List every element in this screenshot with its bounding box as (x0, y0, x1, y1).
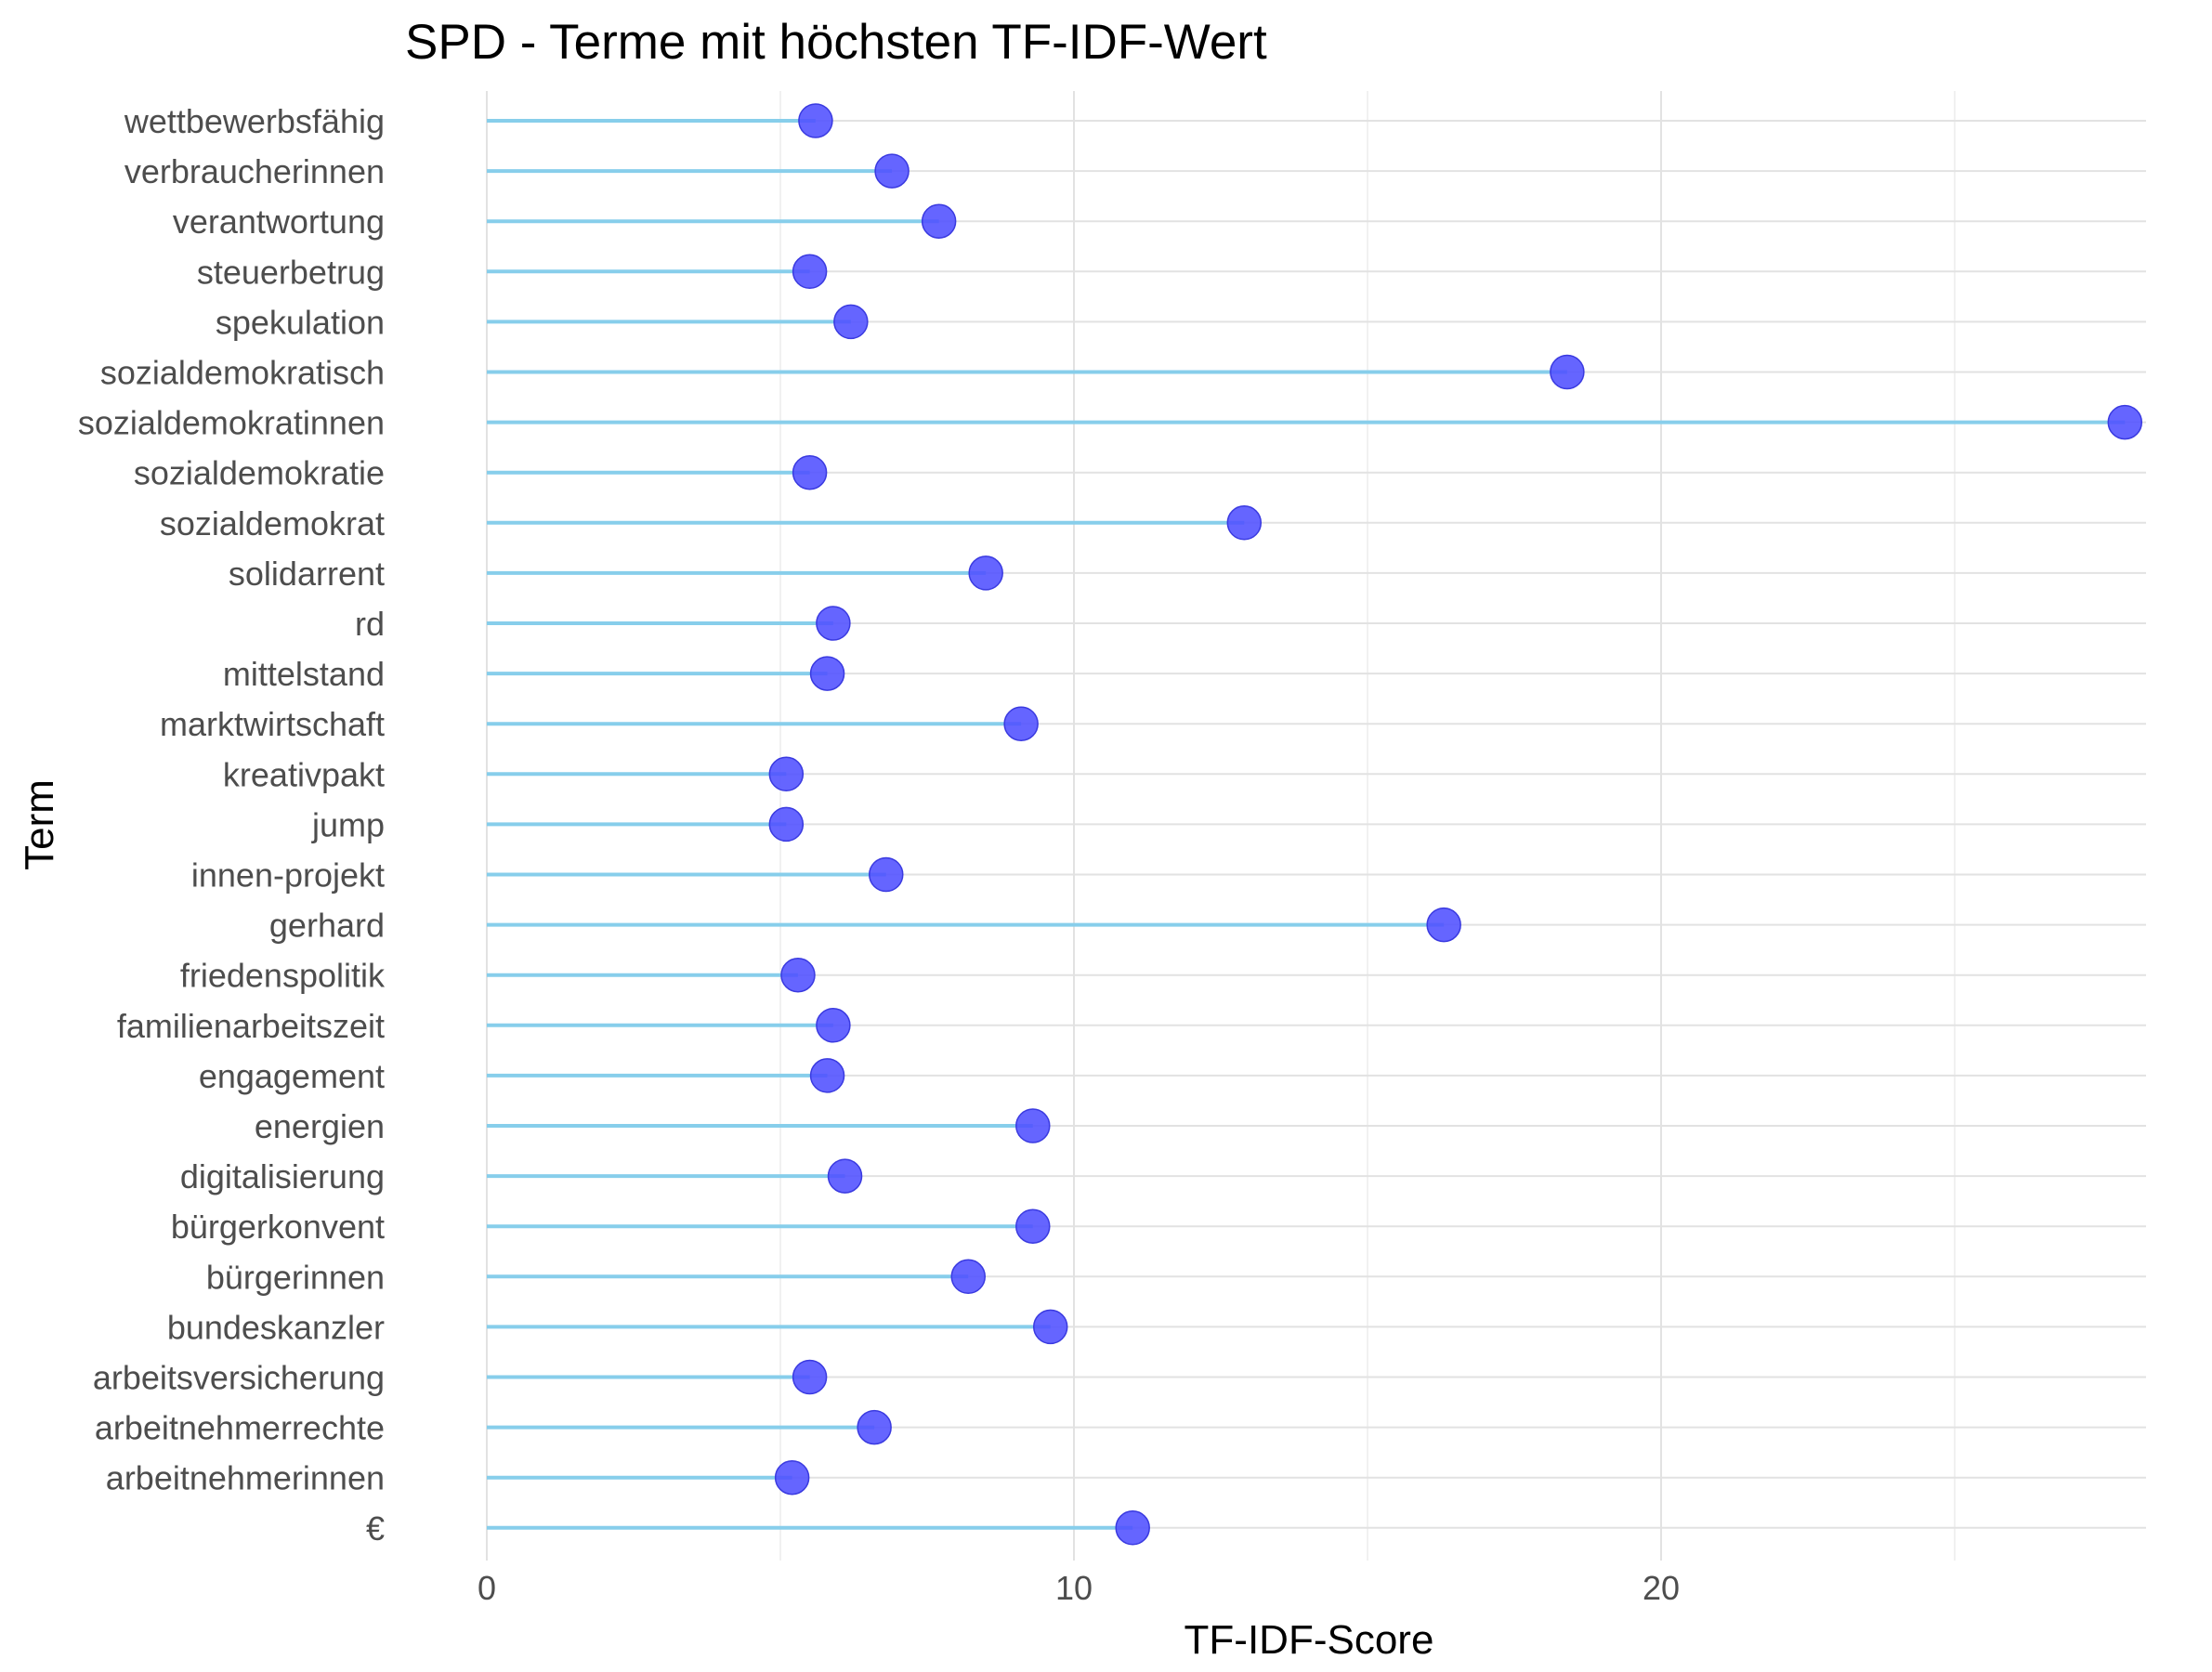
lollipop-point (816, 606, 851, 641)
y-tick-label: sozialdemokratisch (100, 354, 385, 392)
lollipop-point (921, 203, 957, 239)
y-tick-label: verbraucherinnen (124, 152, 385, 190)
y-tick-label: sozialdemokrat (160, 504, 385, 542)
y-tick-label: arbeitnehmerinnen (106, 1459, 385, 1497)
y-tick-label: arbeitnehmerrechte (95, 1409, 385, 1447)
x-tick-label: 20 (1643, 1569, 1680, 1607)
lollipop-point (968, 555, 1003, 591)
lollipop-point (1115, 1510, 1150, 1546)
y-tick-label: € (366, 1509, 385, 1548)
lollipop-point (1015, 1208, 1051, 1244)
lollipop-point (827, 1158, 863, 1194)
lollipop-point (1426, 907, 1461, 943)
lollipop-point (869, 856, 904, 893)
x-tick-label: 10 (1055, 1569, 1093, 1607)
y-tick-label: energien (255, 1107, 385, 1145)
y-tick-label: arbeitsversicherung (93, 1359, 385, 1397)
x-axis-ticks: 0 10 20 (478, 1569, 1680, 1607)
y-tick-label: steuerbetrug (197, 253, 385, 291)
lollipop-point (792, 1359, 828, 1395)
lollipop-point (774, 1459, 810, 1496)
lollipop-point (1003, 706, 1039, 741)
lollipop-point (1015, 1108, 1051, 1143)
y-tick-label: bürgerinnen (206, 1258, 385, 1296)
lollipop-point (2107, 404, 2143, 440)
y-tick-label: rd (355, 605, 385, 643)
y-tick-label: wettbewerbsfähig (124, 102, 385, 140)
lollipop-point (809, 656, 845, 691)
lollipop-point (1550, 354, 1585, 390)
lollipop-point (816, 1008, 851, 1043)
lollipop-marks (487, 103, 2143, 1546)
lollipop-point (768, 756, 805, 792)
lollipop-point (792, 254, 828, 290)
lollipop-point (1032, 1309, 1068, 1345)
lollipop-point (950, 1259, 986, 1295)
y-tick-label: kreativpakt (223, 755, 385, 793)
lollipop-point (833, 304, 869, 340)
y-axis-title: Term (17, 779, 62, 870)
x-axis-title: TF-IDF-Score (1185, 1617, 1434, 1663)
y-tick-label: bundeskanzler (167, 1308, 385, 1346)
y-tick-label: mittelstand (223, 655, 385, 693)
y-tick-label: gerhard (269, 907, 385, 945)
y-tick-label: sozialdemokratinnen (78, 404, 385, 442)
y-tick-label: solidarrent (229, 555, 385, 593)
y-tick-label: verantwortung (173, 202, 385, 241)
lollipop-point (809, 1058, 845, 1093)
lollipop-point (1226, 505, 1263, 541)
y-tick-label: friedenspolitik (180, 957, 386, 995)
y-tick-label: sozialdemokratie (134, 454, 385, 492)
y-tick-label: spekulation (216, 303, 385, 341)
lollipop-point (768, 806, 805, 843)
y-tick-label: bürgerkonvent (171, 1208, 385, 1246)
y-tick-label: familienarbeitszeit (117, 1007, 385, 1045)
lollipop-point (857, 1409, 892, 1445)
lollipop-point (792, 454, 828, 490)
y-tick-label: jump (311, 805, 385, 843)
chart-title: SPD - Terme mit höchsten TF-IDF-Wert (405, 15, 1267, 70)
lollipop-point (780, 957, 816, 993)
y-axis-ticks: wettbewerbsfähig verbraucherinnen verantwo… (78, 102, 386, 1548)
lollipop-point (798, 103, 833, 138)
y-tick-label: marktwirtschaft (160, 705, 385, 743)
x-tick-label: 0 (478, 1569, 496, 1607)
y-tick-label: engagement (199, 1057, 385, 1095)
y-tick-label: digitalisierung (180, 1157, 385, 1195)
y-tick-label: innen-projekt (191, 856, 385, 895)
lollipop-point (874, 153, 910, 189)
